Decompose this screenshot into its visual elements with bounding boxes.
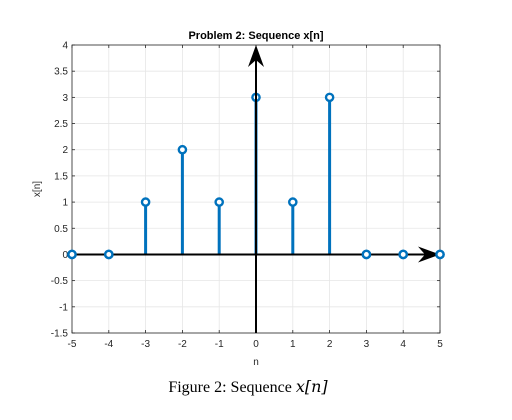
y-axis-label: x[n]: [32, 181, 43, 197]
stem-marker: [324, 92, 335, 103]
y-tick-label: 0: [62, 250, 68, 261]
y-tick-label: -1: [59, 302, 68, 313]
axis-arrows: [72, 45, 440, 333]
caption-variable: x[n]: [296, 377, 329, 396]
x-tick-label: 3: [364, 339, 370, 350]
y-tick-label: -0.5: [51, 276, 69, 287]
stem-marker: [287, 197, 298, 207]
stem-marker-baseline: [361, 249, 372, 260]
y-tick-label: -1.5: [51, 329, 69, 340]
figure-caption: Figure 2: Sequence x[n]: [168, 377, 328, 396]
x-tick-label: -1: [215, 339, 224, 350]
stem-marker: [177, 144, 188, 155]
x-tick-label: -3: [141, 339, 150, 350]
x-tick-label: 5: [437, 339, 443, 350]
y-tick-label: 2: [62, 145, 68, 156]
x-tick-labels: -5 -4 -3 -2 -1 0 1 2 3 4 5: [68, 339, 444, 350]
stem-marker: [214, 197, 224, 207]
vertical-axis-arrowhead: [248, 45, 264, 67]
y-tick-label: 4: [62, 41, 68, 52]
y-tick-label: 3: [62, 93, 68, 104]
y-tick-label: 1.5: [54, 171, 68, 182]
x-tick-label: -2: [178, 339, 187, 350]
stem-marker-baseline: [398, 249, 409, 260]
chart-title: Problem 2: Sequence x[n]: [188, 30, 323, 42]
stem-marker-baseline: [67, 249, 77, 260]
x-tick-label: 4: [400, 339, 406, 350]
x-axis-label: n: [253, 357, 259, 368]
x-tick-label: 1: [290, 339, 296, 350]
y-tick-label: 3.5: [54, 67, 68, 78]
stem-marker-baseline: [104, 249, 114, 260]
y-tick-label: 2.5: [54, 119, 68, 130]
x-tick-label: -5: [68, 339, 77, 350]
y-tick-label: 1: [62, 198, 68, 209]
x-tick-label: -4: [104, 339, 113, 350]
caption-prefix: Figure 2: Sequence: [168, 379, 296, 396]
y-tick-labels: -1.5 -1 -0.5 0 0.5 1 1.5 2 2.5 3 3.5 4: [51, 41, 69, 340]
stem-marker: [140, 197, 151, 207]
y-tick-label: 0.5: [54, 224, 68, 235]
x-tick-label: 0: [253, 339, 259, 350]
x-tick-label: 2: [327, 339, 333, 350]
stem-marker-baseline: [435, 249, 445, 260]
horizontal-axis-arrowhead: [418, 246, 440, 263]
